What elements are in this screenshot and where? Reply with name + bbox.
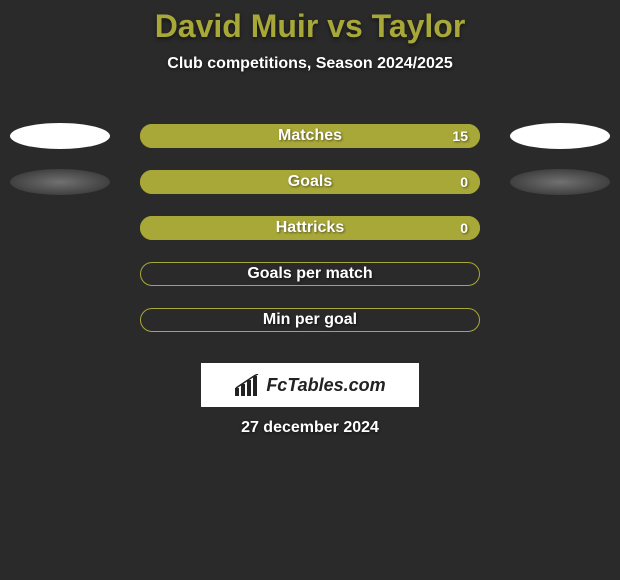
stat-bar: Goals per match <box>140 262 480 286</box>
right-ellipse <box>510 169 610 195</box>
stat-label: Matches <box>140 124 480 148</box>
stat-bar: Min per goal <box>140 308 480 332</box>
comparison-card: David Muir vs Taylor Club competitions, … <box>0 0 620 437</box>
left-ellipse <box>10 169 110 195</box>
page-subtitle: Club competitions, Season 2024/2025 <box>0 55 620 73</box>
stat-label: Goals <box>140 170 480 194</box>
stat-row: Hattricks0 <box>0 205 620 251</box>
stat-value-right: 0 <box>460 216 468 240</box>
stat-value-right: 0 <box>460 170 468 194</box>
stat-label: Hattricks <box>140 216 480 240</box>
page-title: David Muir vs Taylor <box>0 8 620 45</box>
stat-row: Goals per match <box>0 251 620 297</box>
stat-label: Min per goal <box>140 308 480 332</box>
logo-box[interactable]: FcTables.com <box>201 363 419 407</box>
stat-row: Min per goal <box>0 297 620 343</box>
logo-text: FcTables.com <box>266 375 385 396</box>
stat-label: Goals per match <box>140 262 480 286</box>
bars-icon <box>234 374 260 396</box>
left-ellipse <box>10 123 110 149</box>
stat-row: Goals0 <box>0 159 620 205</box>
stat-bar: Hattricks0 <box>140 216 480 240</box>
stat-row: Matches15 <box>0 113 620 159</box>
stat-bar: Matches15 <box>140 124 480 148</box>
date: 27 december 2024 <box>0 419 620 437</box>
right-ellipse <box>510 123 610 149</box>
stat-bar: Goals0 <box>140 170 480 194</box>
stat-value-right: 15 <box>452 124 468 148</box>
stats-list: Matches15Goals0Hattricks0Goals per match… <box>0 113 620 343</box>
